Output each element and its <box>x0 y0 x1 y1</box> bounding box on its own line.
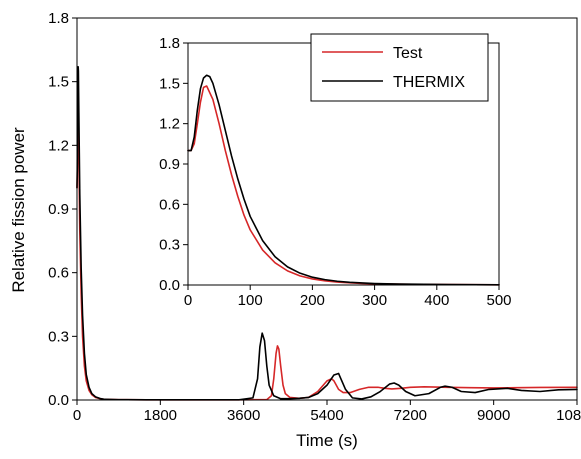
main-x-tick-label: 9000 <box>477 407 510 424</box>
main-y-tick-label: 0.0 <box>48 392 69 409</box>
main-y-axis-title: Relative fission power <box>9 127 28 293</box>
inset-series-line-thermix <box>187 74 500 286</box>
main-y-tick-label: 1.5 <box>48 74 69 91</box>
main-y-tick-label: 0.3 <box>48 328 69 345</box>
main-x-tick-label: 0 <box>73 407 81 424</box>
inset-y-tick-label: 0.3 <box>159 237 180 254</box>
main-y-tick-label: 1.8 <box>48 10 69 27</box>
inset-x-tick-label: 500 <box>486 292 511 309</box>
inset-plot-area <box>187 74 500 286</box>
main-y-tick-label: 1.2 <box>48 137 69 154</box>
main-x-tick-label: 5400 <box>310 407 343 424</box>
main-x-tick-label: 3600 <box>227 407 260 424</box>
inset-x-tick-label: 200 <box>300 292 325 309</box>
inset-y-tick-label: 0.9 <box>159 156 180 173</box>
inset-y-tick-label: 1.2 <box>159 116 180 133</box>
main-plot-area <box>76 66 578 401</box>
inset-x-tick-label: 100 <box>238 292 263 309</box>
inset-y-tick-label: 0.6 <box>159 196 180 213</box>
legend-label-thermix: THERMIX <box>393 74 465 91</box>
legend-label-test: Test <box>393 45 423 62</box>
main-x-tick-label: 7200 <box>394 407 427 424</box>
main-x-tick-label: 1800 <box>144 407 177 424</box>
inset-axes: 0 100 200 300 400 500 0.0 0.3 0.6 0.9 1.2 1.5 1.8 <box>159 35 511 309</box>
main-series-line-thermix <box>76 66 578 401</box>
main-x-tick-label: 10800 <box>556 407 581 424</box>
main-y-tick-label: 0.6 <box>48 265 69 282</box>
inset-x-tick-label: 300 <box>362 292 387 309</box>
inset-x-tick-label: 400 <box>424 292 449 309</box>
inset-x-tick-label: 0 <box>184 292 192 309</box>
main-y-tick-label: 0.9 <box>48 201 69 218</box>
inset-y-tick-label: 0.0 <box>159 277 180 294</box>
main-axes: 0 1800 3600 5400 7200 9000 10800 0.0 0.3 0.6 0.9 1.… <box>48 10 581 424</box>
legend-box <box>310 33 489 102</box>
inset-y-tick-label: 1.5 <box>159 75 180 92</box>
inset-y-tick-label: 1.8 <box>159 35 180 52</box>
main-x-axis-title: Time (s) <box>296 431 358 450</box>
